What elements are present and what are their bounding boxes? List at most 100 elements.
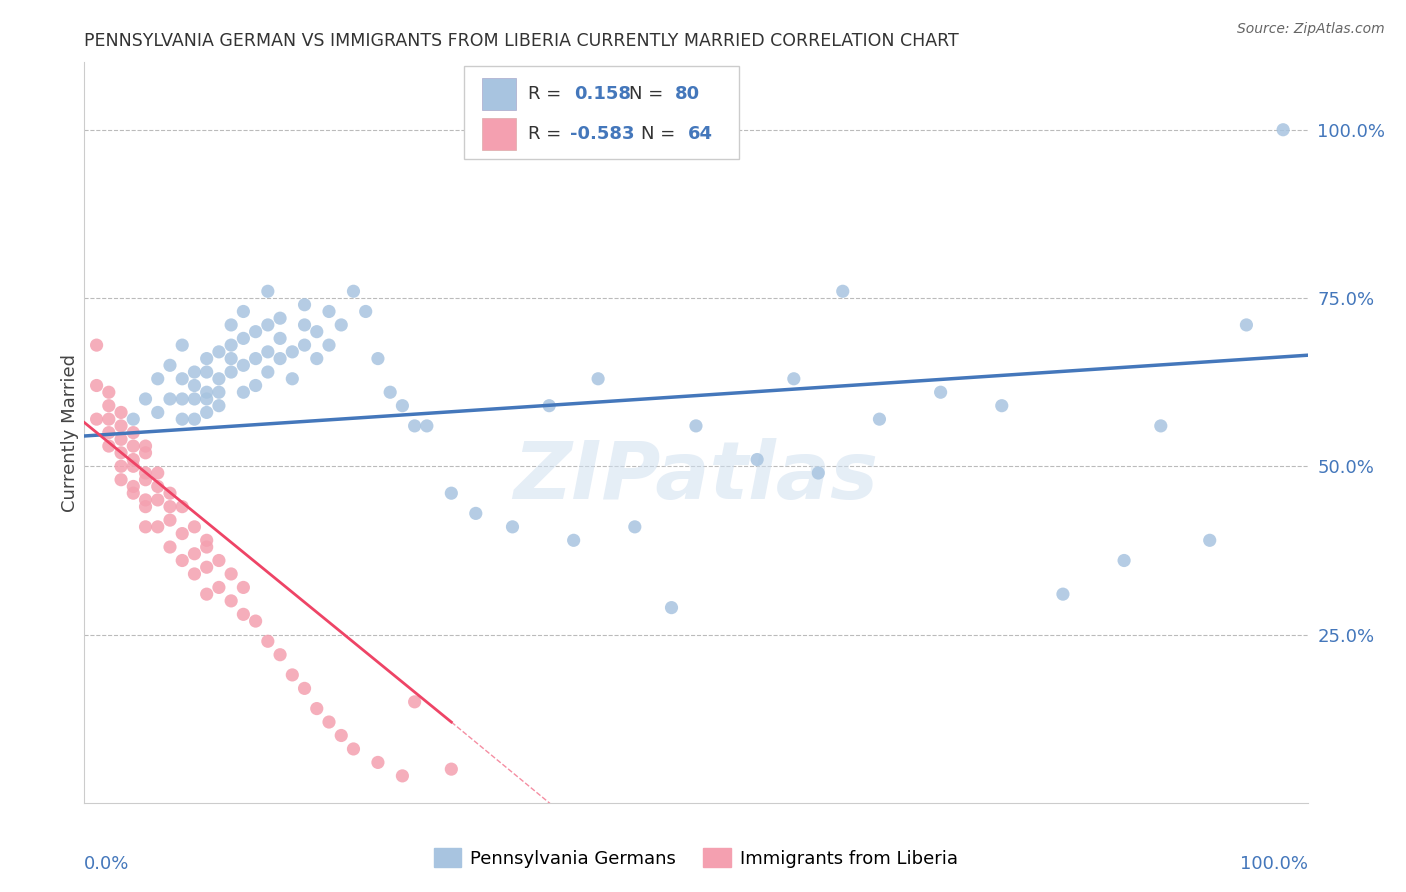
Point <box>146 520 169 534</box>
Point <box>367 351 389 366</box>
Point <box>135 446 157 460</box>
Point <box>159 500 181 514</box>
Point <box>1114 553 1136 567</box>
Point <box>135 392 157 406</box>
Point <box>367 756 389 770</box>
Point <box>661 600 683 615</box>
Text: PENNSYLVANIA GERMAN VS IMMIGRANTS FROM LIBERIA CURRENTLY MARRIED CORRELATION CHA: PENNSYLVANIA GERMAN VS IMMIGRANTS FROM L… <box>84 32 959 50</box>
Point <box>219 318 242 332</box>
Point <box>1198 533 1220 548</box>
Point <box>135 439 157 453</box>
Point <box>342 285 364 299</box>
Point <box>135 500 157 514</box>
Point <box>122 439 145 453</box>
Point <box>440 762 463 776</box>
Text: 0.0%: 0.0% <box>84 855 129 872</box>
Point <box>219 594 242 608</box>
Point <box>159 540 181 554</box>
Text: 64: 64 <box>688 125 713 143</box>
FancyBboxPatch shape <box>464 66 738 159</box>
Text: 0.158: 0.158 <box>574 85 631 103</box>
Point <box>831 285 853 299</box>
Point <box>86 412 108 426</box>
Point <box>146 405 169 419</box>
Point <box>208 344 231 359</box>
Point <box>404 418 426 433</box>
Point <box>195 587 218 601</box>
Point <box>1236 318 1258 332</box>
Point <box>257 285 280 299</box>
Text: R =: R = <box>529 85 568 103</box>
Point <box>195 392 218 406</box>
Point <box>183 412 205 426</box>
Point <box>183 378 205 392</box>
Point <box>305 701 328 715</box>
Point <box>305 351 328 366</box>
Point <box>232 331 254 345</box>
Text: R =: R = <box>529 125 568 143</box>
Text: N =: N = <box>628 85 669 103</box>
Point <box>195 405 218 419</box>
Point <box>257 365 280 379</box>
Point <box>269 311 291 326</box>
Point <box>783 372 806 386</box>
Point <box>245 378 267 392</box>
Point <box>195 385 218 400</box>
Point <box>122 479 145 493</box>
Point <box>135 492 157 507</box>
Point <box>380 385 402 400</box>
Point <box>318 714 340 729</box>
Point <box>294 318 316 332</box>
Point <box>318 338 340 352</box>
Point <box>624 520 647 534</box>
Point <box>269 331 291 345</box>
Point <box>269 351 291 366</box>
Text: 100.0%: 100.0% <box>1240 855 1308 872</box>
Point <box>208 385 231 400</box>
Legend: Pennsylvania Germans, Immigrants from Liberia: Pennsylvania Germans, Immigrants from Li… <box>434 848 957 868</box>
Point <box>146 466 169 480</box>
Point <box>172 412 194 426</box>
Point <box>330 729 353 743</box>
Point <box>257 318 280 332</box>
Point <box>257 634 280 648</box>
Point <box>208 553 231 567</box>
Point <box>991 399 1014 413</box>
Point <box>183 392 205 406</box>
Point <box>232 359 254 373</box>
Point <box>122 459 145 474</box>
Point <box>110 418 132 433</box>
Point <box>294 298 316 312</box>
Point <box>97 425 120 440</box>
Point <box>208 372 231 386</box>
Point <box>391 769 413 783</box>
Point <box>172 500 194 514</box>
Point <box>159 513 181 527</box>
Point <box>159 392 181 406</box>
Point <box>502 520 524 534</box>
Point <box>245 325 267 339</box>
Point <box>183 547 205 561</box>
Point <box>245 614 267 628</box>
Point <box>404 695 426 709</box>
Point <box>146 372 169 386</box>
Point <box>807 466 830 480</box>
Point <box>869 412 891 426</box>
Point <box>232 607 254 622</box>
Point <box>538 399 561 413</box>
Point <box>1052 587 1074 601</box>
Point <box>122 486 145 500</box>
Point <box>135 520 157 534</box>
FancyBboxPatch shape <box>482 118 516 150</box>
Point <box>172 553 194 567</box>
Point <box>562 533 585 548</box>
Point <box>416 418 439 433</box>
Point <box>747 452 769 467</box>
Point <box>208 399 231 413</box>
Point <box>245 351 267 366</box>
Point <box>110 473 132 487</box>
Point <box>232 581 254 595</box>
Point <box>110 459 132 474</box>
Y-axis label: Currently Married: Currently Married <box>60 353 79 512</box>
Point <box>183 566 205 581</box>
